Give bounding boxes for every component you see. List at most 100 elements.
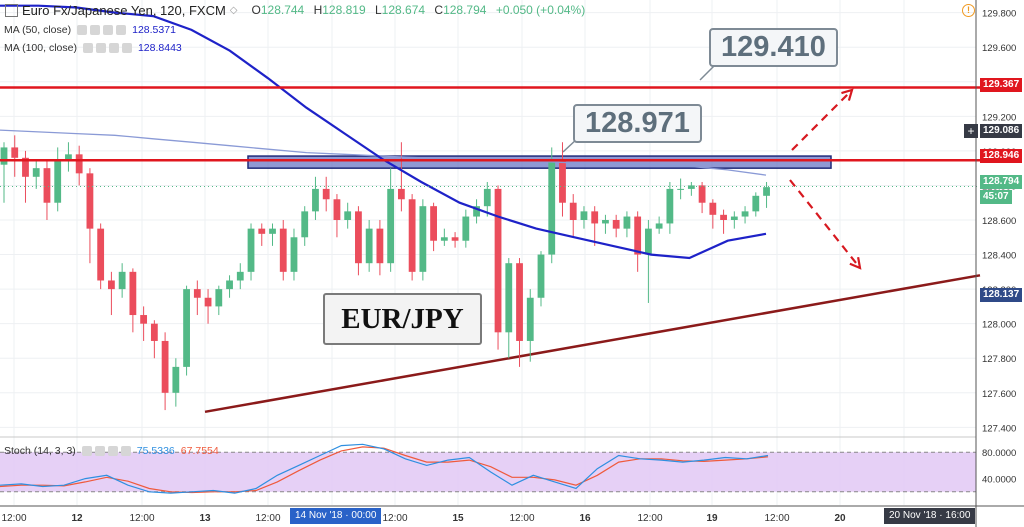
- candle-body: [183, 289, 190, 367]
- candle-body: [419, 206, 427, 272]
- callout-high[interactable]: 129.410: [709, 28, 838, 67]
- candle-body: [0, 147, 8, 165]
- candle-body: [548, 159, 556, 255]
- candle-body: [462, 216, 470, 241]
- ma100-label: MA (100, close): [4, 42, 77, 54]
- more-icon[interactable]: [116, 25, 127, 35]
- candle-body: [591, 211, 599, 224]
- candle-body: [730, 216, 738, 220]
- eye-icon[interactable]: [77, 25, 88, 35]
- candle-body: [580, 211, 588, 220]
- tag-resist-mid: 128.946: [980, 149, 1023, 163]
- stoch-tick-label: 40.0000: [982, 475, 1016, 486]
- time-tick-label: 15: [452, 513, 464, 524]
- eye-icon[interactable]: [82, 43, 93, 53]
- time-tick-label: 16: [579, 513, 591, 524]
- candle-body: [634, 216, 642, 255]
- ascending-trendline: [204, 274, 981, 414]
- candle-body: [505, 263, 513, 333]
- close-icon[interactable]: [108, 43, 119, 53]
- tag-right-time: 20 Nov '18 · 16:00: [884, 508, 976, 524]
- open-value: 128.744: [260, 3, 305, 17]
- close-value: 128.794: [443, 3, 487, 17]
- candle-body: [559, 159, 566, 203]
- change-value: +0.050 (+0.04%): [495, 3, 586, 17]
- price-tick-label: 127.800: [982, 354, 1016, 365]
- candle-body: [129, 271, 137, 316]
- candle-body: [75, 154, 83, 174]
- supply-zone: [247, 155, 832, 169]
- candle-body: [387, 188, 395, 264]
- more-icon[interactable]: [121, 43, 132, 53]
- candle-body: [65, 154, 72, 160]
- candle-body: [140, 315, 148, 324]
- callout-mid[interactable]: 128.971: [573, 104, 702, 143]
- candle-body: [709, 202, 717, 215]
- stoch-band: [0, 452, 976, 492]
- candle-body: [11, 147, 19, 158]
- trendline[interactable]: [204, 274, 981, 414]
- time-tick-label: 12:00: [509, 513, 534, 524]
- candle-body: [752, 195, 760, 212]
- candlesticks: [0, 135, 770, 411]
- arrow-down: [789, 179, 861, 269]
- candle-body: [290, 237, 298, 272]
- candle-body: [215, 289, 223, 307]
- candle-body: [440, 237, 448, 241]
- candle-body: [32, 168, 40, 177]
- ma100-line: [0, 129, 767, 176]
- candle-body: [494, 188, 502, 333]
- candle-body: [569, 202, 577, 220]
- more-icon[interactable]: [120, 446, 131, 456]
- arrow-up: [791, 89, 853, 151]
- candle-body: [226, 280, 233, 290]
- pair-label[interactable]: EUR/JPY: [323, 293, 482, 345]
- supply-zone-rect: [247, 155, 832, 169]
- alert-icon[interactable]: !: [962, 4, 975, 17]
- settings-icon[interactable]: [90, 25, 101, 35]
- time-tick-label: 12:00: [637, 513, 662, 524]
- candle-body: [22, 157, 29, 177]
- symbol-title[interactable]: Euro Fx/Japanese Yen, 120, FXCM: [22, 2, 226, 18]
- close-icon[interactable]: [107, 446, 118, 456]
- stoch-tick-label: 80.0000: [982, 448, 1016, 459]
- candle-body: [537, 254, 545, 298]
- time-tick-label: 12:00: [1, 513, 26, 524]
- time-tick-label: 20: [834, 513, 846, 524]
- settings-icon[interactable]: [94, 446, 105, 456]
- time-tick-label: 12:00: [764, 513, 789, 524]
- tag-countdown: 45:07: [980, 190, 1012, 204]
- tag-last-price: 128.794: [980, 175, 1023, 189]
- candle-body: [118, 271, 126, 290]
- resistance-levels[interactable]: [0, 86, 980, 187]
- collapse-icon[interactable]: [5, 3, 18, 17]
- candle-body: [687, 185, 695, 189]
- candle-body: [677, 188, 685, 190]
- candle-body: [322, 188, 330, 200]
- time-tick-label: 12:00: [129, 513, 154, 524]
- price-tick-label: 129.600: [982, 43, 1016, 54]
- candle-body: [258, 228, 266, 234]
- high-value: 128.819: [322, 3, 366, 17]
- settings-icon[interactable]: [95, 43, 106, 53]
- stoch-k-value: 75.5336: [136, 445, 175, 457]
- candle-body: [645, 228, 652, 255]
- candle-body: [720, 214, 727, 220]
- candle-body: [516, 263, 523, 341]
- price-tick-label: 129.800: [982, 9, 1016, 20]
- candle-body: [741, 211, 749, 217]
- chevron-down-icon[interactable]: ◇: [229, 4, 238, 16]
- candle-body: [602, 220, 609, 224]
- candle-body: [193, 289, 201, 298]
- time-tick-label: 12:00: [255, 513, 280, 524]
- eye-icon[interactable]: [81, 446, 92, 456]
- candle-body: [698, 185, 706, 203]
- close-icon[interactable]: [103, 25, 114, 35]
- candle-body: [333, 199, 341, 220]
- crosshair-plus-icon[interactable]: +: [964, 124, 978, 138]
- candle-body: [365, 228, 373, 264]
- time-tick-label: 12: [71, 513, 83, 524]
- arrow-down-head: [849, 256, 862, 270]
- candle-body: [86, 173, 94, 229]
- candle-body: [279, 228, 287, 272]
